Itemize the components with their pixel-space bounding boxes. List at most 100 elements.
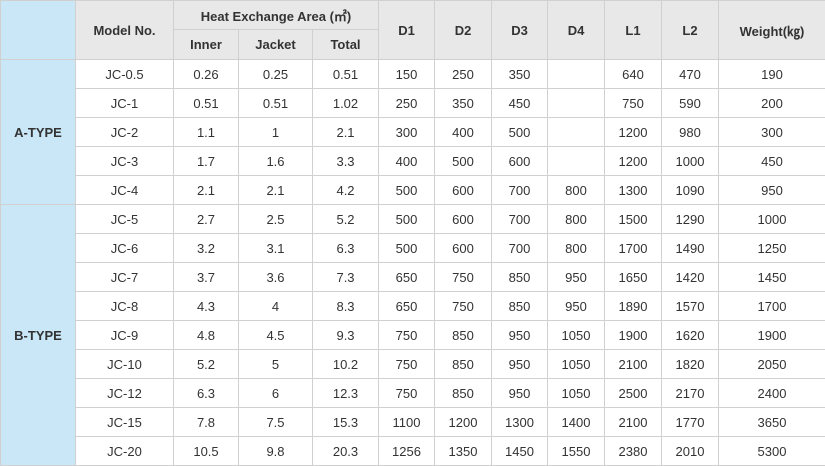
cell-jacket: 5 [239, 350, 313, 379]
cell-l2: 1090 [662, 176, 719, 205]
cell-l2: 1620 [662, 321, 719, 350]
cell-d4: 800 [548, 176, 605, 205]
cell-weight: 3650 [719, 408, 825, 437]
cell-d1: 750 [379, 379, 435, 408]
header-weight: Weight(㎏) [719, 1, 825, 60]
cell-model: JC-10 [76, 350, 174, 379]
cell-jacket: 1 [239, 118, 313, 147]
cell-total: 6.3 [313, 234, 379, 263]
cell-inner: 4.3 [174, 292, 239, 321]
cell-d2: 750 [435, 263, 492, 292]
cell-weight: 450 [719, 147, 825, 176]
cell-l1: 2100 [605, 408, 662, 437]
cell-model: JC-5 [76, 205, 174, 234]
cell-model: JC-15 [76, 408, 174, 437]
cell-inner: 10.5 [174, 437, 239, 466]
cell-jacket: 9.8 [239, 437, 313, 466]
cell-total: 9.3 [313, 321, 379, 350]
cell-model: JC-9 [76, 321, 174, 350]
cell-total: 0.51 [313, 60, 379, 89]
cell-d2: 1350 [435, 437, 492, 466]
cell-l2: 1490 [662, 234, 719, 263]
cell-weight: 950 [719, 176, 825, 205]
cell-d4 [548, 89, 605, 118]
cell-model: JC-3 [76, 147, 174, 176]
cell-d1: 1100 [379, 408, 435, 437]
cell-l2: 2170 [662, 379, 719, 408]
header-d2: D2 [435, 1, 492, 60]
cell-l2: 2010 [662, 437, 719, 466]
cell-model: JC-8 [76, 292, 174, 321]
cell-inner: 3.2 [174, 234, 239, 263]
cell-l1: 2380 [605, 437, 662, 466]
cell-l2: 470 [662, 60, 719, 89]
cell-total: 2.1 [313, 118, 379, 147]
cell-jacket: 2.1 [239, 176, 313, 205]
cell-weight: 1700 [719, 292, 825, 321]
cell-total: 4.2 [313, 176, 379, 205]
cell-d4: 800 [548, 234, 605, 263]
cell-weight: 300 [719, 118, 825, 147]
cell-d3: 500 [492, 118, 548, 147]
cell-jacket: 4.5 [239, 321, 313, 350]
cell-d1: 650 [379, 263, 435, 292]
cell-d2: 850 [435, 321, 492, 350]
cell-l2: 980 [662, 118, 719, 147]
cell-jacket: 0.25 [239, 60, 313, 89]
cell-d4: 1050 [548, 350, 605, 379]
cell-d2: 750 [435, 292, 492, 321]
cell-l2: 1290 [662, 205, 719, 234]
cell-weight: 2050 [719, 350, 825, 379]
cell-d3: 950 [492, 321, 548, 350]
cell-l1: 1200 [605, 118, 662, 147]
cell-l1: 1890 [605, 292, 662, 321]
cell-d1: 500 [379, 234, 435, 263]
cell-total: 20.3 [313, 437, 379, 466]
cell-inner: 6.3 [174, 379, 239, 408]
cell-d1: 500 [379, 176, 435, 205]
table-header: Model No. Heat Exchange Area (㎡) D1 D2 D… [1, 1, 825, 60]
cell-model: JC-12 [76, 379, 174, 408]
cell-d3: 700 [492, 234, 548, 263]
cell-d1: 150 [379, 60, 435, 89]
header-jacket: Jacket [239, 30, 313, 60]
cell-inner: 2.1 [174, 176, 239, 205]
cell-d2: 600 [435, 205, 492, 234]
cell-d4: 1400 [548, 408, 605, 437]
cell-d1: 750 [379, 350, 435, 379]
cell-total: 3.3 [313, 147, 379, 176]
cell-inner: 3.7 [174, 263, 239, 292]
cell-d4: 800 [548, 205, 605, 234]
cell-inner: 1.1 [174, 118, 239, 147]
cell-d3: 600 [492, 147, 548, 176]
cell-inner: 2.7 [174, 205, 239, 234]
cell-weight: 190 [719, 60, 825, 89]
cell-d4 [548, 118, 605, 147]
cell-d4 [548, 147, 605, 176]
cell-d4: 1050 [548, 379, 605, 408]
cell-jacket: 1.6 [239, 147, 313, 176]
cell-total: 5.2 [313, 205, 379, 234]
header-l2: L2 [662, 1, 719, 60]
header-model-no: Model No. [76, 1, 174, 60]
cell-l2: 1420 [662, 263, 719, 292]
cell-d4: 1050 [548, 321, 605, 350]
cell-d2: 500 [435, 147, 492, 176]
cell-jacket: 4 [239, 292, 313, 321]
cell-d4: 950 [548, 263, 605, 292]
cell-d3: 850 [492, 263, 548, 292]
cell-weight: 1000 [719, 205, 825, 234]
cell-jacket: 0.51 [239, 89, 313, 118]
cell-inner: 5.2 [174, 350, 239, 379]
cell-d2: 250 [435, 60, 492, 89]
cell-d2: 1200 [435, 408, 492, 437]
cell-inner: 1.7 [174, 147, 239, 176]
cell-d2: 850 [435, 350, 492, 379]
cell-l1: 1700 [605, 234, 662, 263]
